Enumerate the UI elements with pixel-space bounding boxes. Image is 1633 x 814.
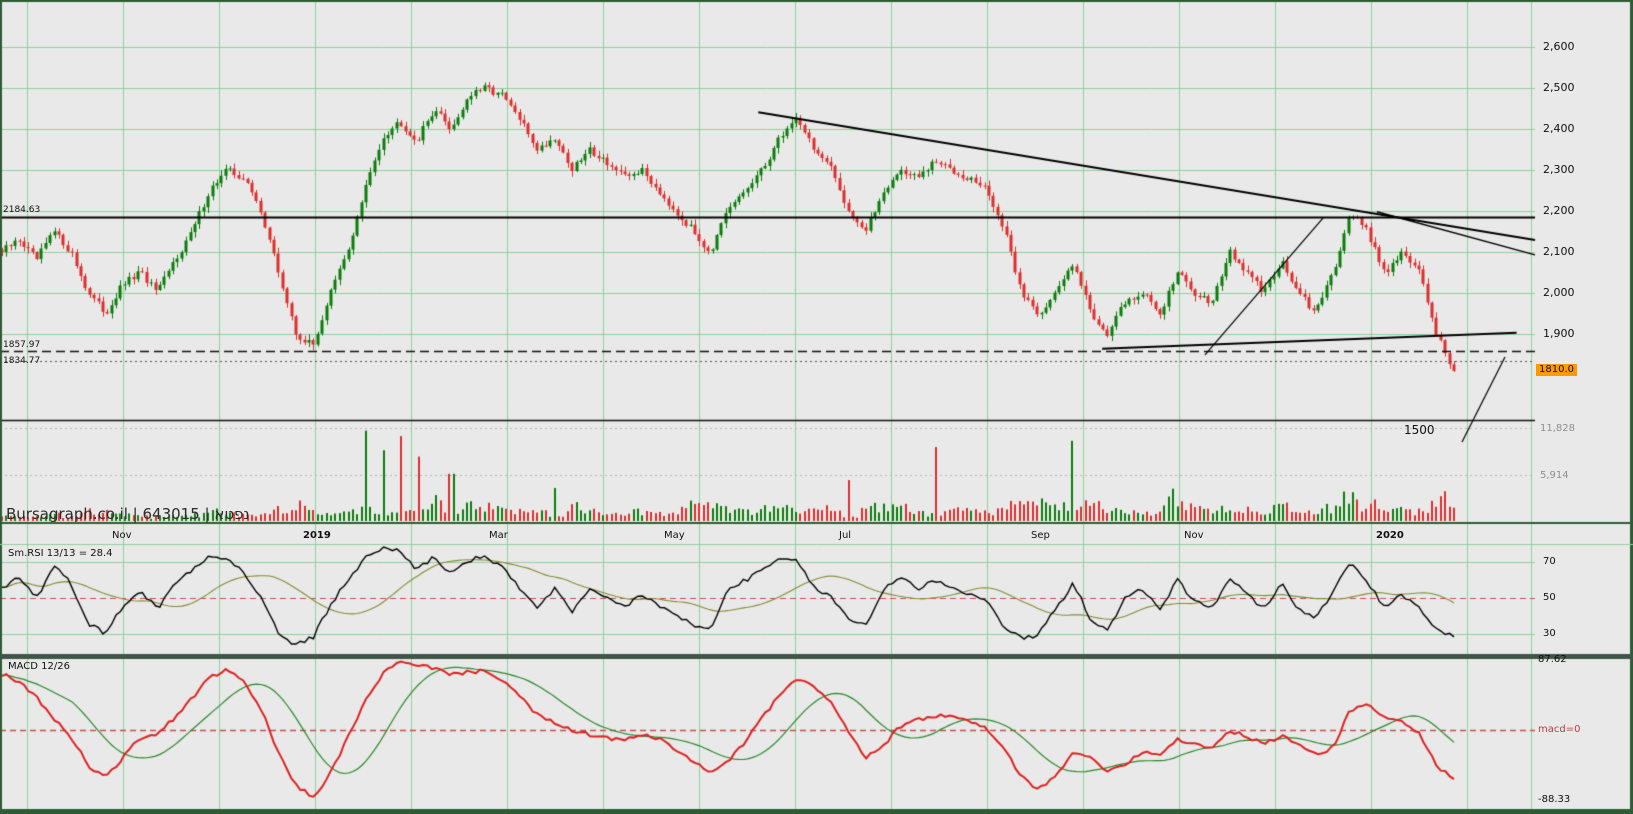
chart-canvas[interactable] <box>0 0 1633 814</box>
bursagraph-chart-window: 2,600 2,500 2,400 2,300 2,200 2,100 2,000 1,900… <box>0 0 1633 814</box>
